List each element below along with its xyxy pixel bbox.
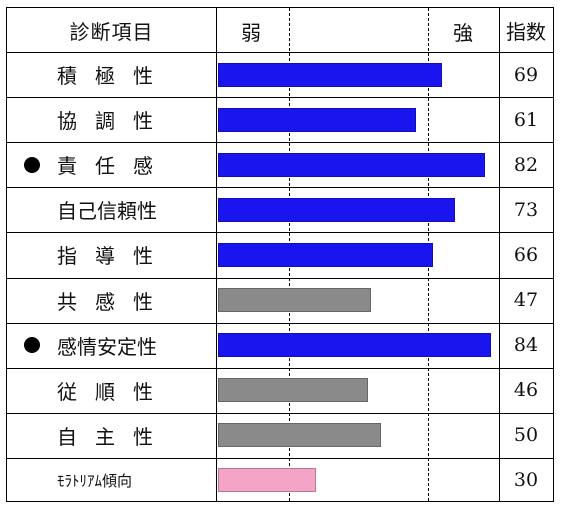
row-divider <box>7 232 553 234</box>
row-index-value: 73 <box>513 198 539 221</box>
row-label: 積極性 <box>57 64 171 89</box>
highlight-marker-icon <box>24 156 40 173</box>
diagnosis-table: 診断項目 弱 強 指数 積極性 69 協調性 61 責任感 82 自己信頼性 73 指導性 66 共… <box>6 7 554 502</box>
row-index-value: 30 <box>513 469 539 492</box>
row-label: 自主性 <box>57 424 171 449</box>
row-divider <box>7 277 553 279</box>
row-index-value: 50 <box>513 424 539 447</box>
row-divider <box>7 52 553 53</box>
row-index-value: 61 <box>513 108 539 131</box>
score-bar <box>218 378 368 403</box>
column-divider-index <box>499 8 500 501</box>
row-label: 協調性 <box>57 109 171 134</box>
row-label: 指導性 <box>57 244 171 269</box>
row-index-value: 84 <box>513 334 539 357</box>
row-label: 従順性 <box>57 379 171 404</box>
highlight-marker-icon <box>24 337 40 354</box>
score-bar <box>218 62 443 87</box>
header-strong-label: 強 <box>453 21 473 45</box>
row-index-value: 66 <box>513 243 539 266</box>
score-bar <box>218 288 371 313</box>
score-bar <box>218 242 433 267</box>
row-index-value: 82 <box>513 153 539 176</box>
row-divider <box>7 457 553 459</box>
score-bar <box>218 107 417 132</box>
score-bar <box>218 423 381 448</box>
row-divider <box>7 187 553 189</box>
score-bar <box>218 152 485 177</box>
row-label: ﾓﾗﾄﾘｱﾑ傾向 <box>57 471 133 490</box>
row-divider <box>7 367 553 369</box>
row-divider <box>7 412 553 414</box>
row-index-value: 46 <box>513 379 539 402</box>
score-bar <box>218 197 456 222</box>
row-divider <box>7 142 553 144</box>
row-label: 感情安定性 <box>57 334 157 359</box>
header-item-label: 診断項目 <box>69 19 154 44</box>
score-bar <box>218 333 491 358</box>
header-index-label: 指数 <box>506 19 546 44</box>
column-divider-label <box>216 8 217 501</box>
row-index-value: 69 <box>513 63 539 86</box>
row-label: 共感性 <box>57 289 171 314</box>
row-index-value: 47 <box>513 289 539 312</box>
row-divider <box>7 97 553 99</box>
row-divider <box>7 322 553 324</box>
score-bar <box>218 468 316 493</box>
row-label: 自己信頼性 <box>57 199 157 224</box>
header-weak-label: 弱 <box>241 21 261 45</box>
row-label: 責任感 <box>57 154 171 179</box>
